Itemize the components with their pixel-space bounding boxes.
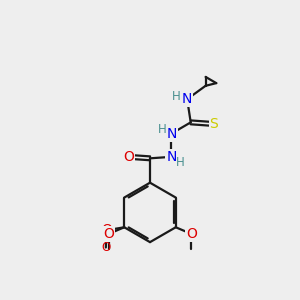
Text: O: O	[103, 227, 114, 241]
Text: O: O	[123, 150, 134, 164]
Text: H: H	[172, 90, 180, 103]
Text: H: H	[176, 156, 185, 169]
Text: N: N	[182, 92, 192, 106]
Text: N: N	[166, 127, 177, 141]
Text: O: O	[101, 241, 110, 254]
Text: O: O	[186, 227, 196, 241]
Text: S: S	[209, 117, 218, 131]
Text: H: H	[158, 123, 166, 136]
Text: O: O	[101, 223, 112, 237]
Text: N: N	[166, 150, 177, 164]
